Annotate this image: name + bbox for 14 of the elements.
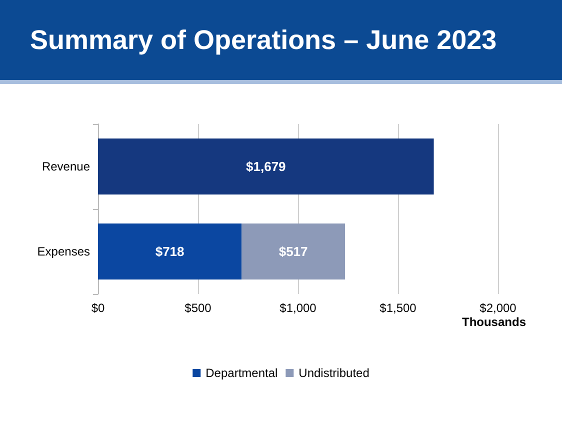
x-tick-label: $2,000 bbox=[480, 301, 517, 315]
legend-label: Departmental bbox=[206, 366, 278, 380]
x-tick-label: $1,500 bbox=[380, 301, 417, 315]
chart-title: Summary of Operations – June 2023 bbox=[0, 0, 562, 84]
x-tick-label: $500 bbox=[184, 301, 212, 315]
data-label: $517 bbox=[278, 244, 308, 259]
data-label: $1,679 bbox=[246, 159, 286, 174]
y-tick-label: Revenue bbox=[42, 160, 90, 174]
x-tick-label: $1,000 bbox=[280, 301, 317, 315]
y-tick-label: Expenses bbox=[37, 244, 90, 258]
legend-label: Undistributed bbox=[298, 366, 370, 380]
x-axis-title: Thousands bbox=[462, 315, 526, 329]
x-tick-label: $0 bbox=[91, 301, 105, 315]
data-label: $718 bbox=[155, 244, 184, 259]
